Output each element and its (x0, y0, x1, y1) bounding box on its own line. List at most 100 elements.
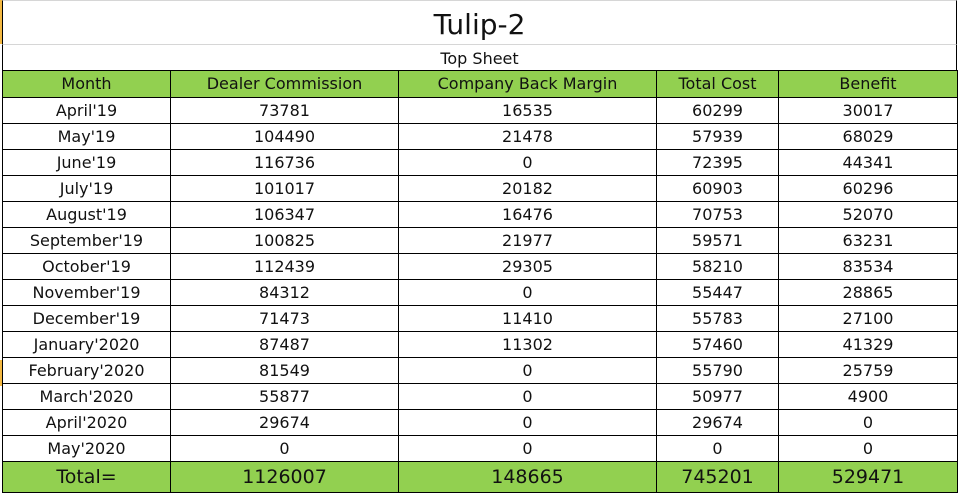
month-cell[interactable]: May'19 (2, 123, 171, 150)
dealer-commission-cell[interactable]: 84312 (170, 279, 399, 306)
dealer-commission-cell[interactable]: 101017 (170, 175, 399, 202)
dealer-commission-cell[interactable]: 104490 (170, 123, 399, 150)
total-cost-cell[interactable]: 58210 (656, 253, 779, 280)
table-row: March'2020 55877 0 50977 4900 (2, 383, 958, 410)
dealer-commission-cell[interactable]: 116736 (170, 149, 399, 176)
dealer-commission-cell[interactable]: 100825 (170, 227, 399, 254)
totals-row: Total= 1126007 148665 745201 529471 (2, 461, 958, 493)
table-row: January'2020 87487 11302 57460 41329 (2, 331, 958, 358)
column-header-company-back-margin[interactable]: Company Back Margin (398, 70, 657, 98)
month-cell[interactable]: September'19 (2, 227, 171, 254)
dealer-commission-cell[interactable]: 71473 (170, 305, 399, 332)
total-cost-cell[interactable]: 59571 (656, 227, 779, 254)
benefit-cell[interactable]: 30017 (778, 97, 958, 124)
table-row: February'2020 81549 0 55790 25759 (2, 357, 958, 384)
table-row: August'19 106347 16476 70753 52070 (2, 201, 958, 228)
dealer-commission-cell[interactable]: 73781 (170, 97, 399, 124)
dealer-commission-cell[interactable]: 0 (170, 435, 399, 462)
benefit-cell[interactable]: 52070 (778, 201, 958, 228)
total-cost-cell[interactable]: 60299 (656, 97, 779, 124)
column-header-total-cost[interactable]: Total Cost (656, 70, 779, 98)
table-row: November'19 84312 0 55447 28865 (2, 279, 958, 306)
company-back-margin-cell[interactable]: 0 (398, 149, 657, 176)
dealer-commission-cell[interactable]: 112439 (170, 253, 399, 280)
month-cell[interactable]: July'19 (2, 175, 171, 202)
totals-label[interactable]: Total= (2, 461, 171, 493)
benefit-cell[interactable]: 63231 (778, 227, 958, 254)
company-back-margin-cell[interactable]: 11302 (398, 331, 657, 358)
column-header-month[interactable]: Month (2, 70, 171, 98)
benefit-cell[interactable]: 68029 (778, 123, 958, 150)
company-back-margin-cell[interactable]: 0 (398, 279, 657, 306)
total-cost-cell[interactable]: 72395 (656, 149, 779, 176)
company-back-margin-cell[interactable]: 11410 (398, 305, 657, 332)
month-cell[interactable]: November'19 (2, 279, 171, 306)
month-cell[interactable]: March'2020 (2, 383, 171, 410)
month-cell[interactable]: October'19 (2, 253, 171, 280)
benefit-cell[interactable]: 0 (778, 435, 958, 462)
company-back-margin-cell[interactable]: 0 (398, 383, 657, 410)
table-row: May'19 104490 21478 57939 68029 (2, 123, 958, 150)
company-back-margin-cell[interactable]: 21478 (398, 123, 657, 150)
total-cost-cell[interactable]: 0 (656, 435, 779, 462)
table-row: December'19 71473 11410 55783 27100 (2, 305, 958, 332)
total-cost-cell[interactable]: 55783 (656, 305, 779, 332)
dealer-commission-cell[interactable]: 87487 (170, 331, 399, 358)
total-cost-cell[interactable]: 55790 (656, 357, 779, 384)
total-company-back-margin[interactable]: 148665 (398, 461, 657, 493)
month-cell[interactable]: February'2020 (2, 357, 171, 384)
row-indicator (0, 360, 2, 386)
total-cost-cell[interactable]: 29674 (656, 409, 779, 436)
data-table: Month Dealer Commission Company Back Mar… (2, 70, 958, 493)
benefit-cell[interactable]: 28865 (778, 279, 958, 306)
column-header-benefit[interactable]: Benefit (778, 70, 958, 98)
company-back-margin-cell[interactable]: 16476 (398, 201, 657, 228)
table-row: October'19 112439 29305 58210 83534 (2, 253, 958, 280)
total-dealer-commission[interactable]: 1126007 (170, 461, 399, 493)
month-cell[interactable]: April'2020 (2, 409, 171, 436)
total-total-cost[interactable]: 745201 (656, 461, 779, 493)
total-cost-cell[interactable]: 60903 (656, 175, 779, 202)
company-back-margin-cell[interactable]: 0 (398, 435, 657, 462)
table-row: April'19 73781 16535 60299 30017 (2, 97, 958, 124)
table-row: September'19 100825 21977 59571 63231 (2, 227, 958, 254)
benefit-cell[interactable]: 27100 (778, 305, 958, 332)
company-back-margin-cell[interactable]: 20182 (398, 175, 657, 202)
benefit-cell[interactable]: 83534 (778, 253, 958, 280)
month-cell[interactable]: May'2020 (2, 435, 171, 462)
total-cost-cell[interactable]: 57460 (656, 331, 779, 358)
row-indicator (0, 0, 2, 44)
benefit-cell[interactable]: 25759 (778, 357, 958, 384)
sheet-title[interactable]: Tulip-2 (2, 0, 957, 44)
total-cost-cell[interactable]: 50977 (656, 383, 779, 410)
month-cell[interactable]: August'19 (2, 201, 171, 228)
company-back-margin-cell[interactable]: 16535 (398, 97, 657, 124)
total-cost-cell[interactable]: 55447 (656, 279, 779, 306)
benefit-cell[interactable]: 41329 (778, 331, 958, 358)
company-back-margin-cell[interactable]: 21977 (398, 227, 657, 254)
month-cell[interactable]: June'19 (2, 149, 171, 176)
dealer-commission-cell[interactable]: 81549 (170, 357, 399, 384)
company-back-margin-cell[interactable]: 0 (398, 409, 657, 436)
benefit-cell[interactable]: 4900 (778, 383, 958, 410)
month-cell[interactable]: April'19 (2, 97, 171, 124)
total-cost-cell[interactable]: 57939 (656, 123, 779, 150)
company-back-margin-cell[interactable]: 0 (398, 357, 657, 384)
total-cost-cell[interactable]: 70753 (656, 201, 779, 228)
dealer-commission-cell[interactable]: 106347 (170, 201, 399, 228)
column-header-dealer-commission[interactable]: Dealer Commission (170, 70, 399, 98)
sheet-subtitle[interactable]: Top Sheet (2, 44, 957, 70)
header-row: Month Dealer Commission Company Back Mar… (2, 70, 958, 98)
month-cell[interactable]: December'19 (2, 305, 171, 332)
company-back-margin-cell[interactable]: 29305 (398, 253, 657, 280)
total-benefit[interactable]: 529471 (778, 461, 958, 493)
table-row: April'2020 29674 0 29674 0 (2, 409, 958, 436)
dealer-commission-cell[interactable]: 29674 (170, 409, 399, 436)
benefit-cell[interactable]: 44341 (778, 149, 958, 176)
dealer-commission-cell[interactable]: 55877 (170, 383, 399, 410)
benefit-cell[interactable]: 0 (778, 409, 958, 436)
month-cell[interactable]: January'2020 (2, 331, 171, 358)
table-row: July'19 101017 20182 60903 60296 (2, 175, 958, 202)
benefit-cell[interactable]: 60296 (778, 175, 958, 202)
